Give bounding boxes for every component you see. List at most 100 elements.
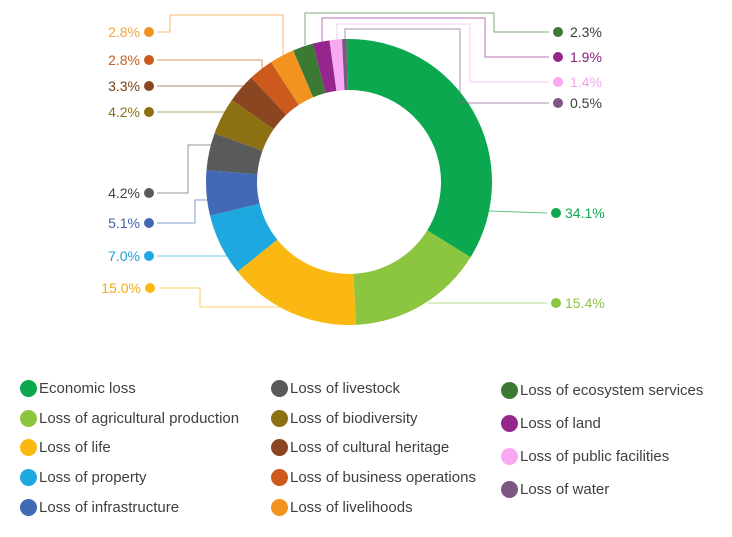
- legend-item-loss-of-livelihoods: Loss of livelihoods: [271, 492, 476, 522]
- callout-dot-loss-of-livestock: [144, 188, 154, 198]
- legend-column-2: Loss of livestock Loss of biodiversity Los…: [271, 374, 476, 522]
- leader-line-loss-of-public-facilities: [336, 23, 549, 83]
- leader-line-economic-loss: [488, 210, 548, 214]
- legend-label-economic-loss: Economic loss: [39, 380, 136, 398]
- donut-slice-loss-of-business-operations: [251, 62, 299, 115]
- callout-label-loss-of-business-operations: 2.8%: [108, 52, 140, 68]
- legend-label-loss-of-livelihoods: Loss of livelihoods: [290, 498, 413, 516]
- legend-column-1: Economic loss Loss of agricultural produc…: [20, 374, 239, 522]
- callout-dot-loss-of-property: [144, 251, 154, 261]
- legend-item-loss-of-cultural-heritage: Loss of cultural heritage: [271, 433, 476, 463]
- callout-dot-loss-of-cultural-heritage: [144, 81, 154, 91]
- legend-item-loss-of-property: Loss of property: [20, 463, 239, 493]
- callout-label-loss-of-agricultural-production: 15.4%: [565, 295, 605, 311]
- legend-swatch-loss-of-ecosystem-services: [501, 382, 518, 399]
- legend-label-loss-of-life: Loss of life: [39, 439, 111, 457]
- legend-item-loss-of-life: Loss of life: [20, 433, 239, 463]
- callout-label-loss-of-public-facilities: 1.4%: [570, 74, 602, 90]
- legend-item-loss-of-ecosystem-services: Loss of ecosystem services: [501, 374, 703, 407]
- legend-label-loss-of-biodiversity: Loss of biodiversity: [290, 409, 418, 427]
- legend-swatch-loss-of-business-operations: [271, 469, 288, 487]
- callout-dot-loss-of-business-operations: [144, 55, 154, 65]
- legend-label-loss-of-land: Loss of land: [520, 415, 601, 432]
- legend-swatch-loss-of-agricultural-production: [20, 409, 37, 427]
- callout-label-loss-of-land: 1.9%: [570, 49, 602, 65]
- legend-item-economic-loss: Economic loss: [20, 374, 239, 404]
- legend-swatch-loss-of-livelihoods: [271, 498, 288, 516]
- legend-swatch-loss-of-land: [501, 415, 518, 432]
- callout-label-loss-of-property: 7.0%: [108, 248, 140, 264]
- callout-dot-loss-of-land: [553, 52, 563, 62]
- legend-label-loss-of-business-operations: Loss of business operations: [290, 469, 476, 487]
- legend-swatch-loss-of-biodiversity: [271, 409, 288, 427]
- callout-dot-loss-of-biodiversity: [144, 107, 154, 117]
- legend-swatch-loss-of-life: [20, 439, 37, 457]
- legend-swatch-economic-loss: [20, 380, 37, 398]
- callout-label-loss-of-water: 0.5%: [570, 95, 602, 111]
- legend-label-loss-of-ecosystem-services: Loss of ecosystem services: [520, 382, 704, 399]
- donut-slice-loss-of-agricultural-production: [353, 230, 471, 325]
- callout-dot-loss-of-infrastructure: [144, 218, 154, 228]
- callout-dot-loss-of-ecosystem-services: [553, 27, 563, 37]
- leader-line-loss-of-livestock: [157, 144, 214, 194]
- legend-label-loss-of-infrastructure: Loss of infrastructure: [39, 498, 180, 516]
- legend-swatch-loss-of-cultural-heritage: [271, 439, 288, 457]
- callout-dot-loss-of-water: [553, 98, 563, 108]
- leader-line-loss-of-life: [159, 287, 310, 308]
- chart-legend: Economic loss Loss of agricultural produc…: [0, 374, 732, 537]
- legend-item-loss-of-land: Loss of land: [501, 407, 703, 440]
- legend-label-loss-of-livestock: Loss of livestock: [290, 380, 401, 398]
- legend-swatch-loss-of-livestock: [271, 380, 288, 398]
- legend-label-loss-of-water: Loss of water: [520, 481, 610, 498]
- legend-label-loss-of-public-facilities: Loss of public facilities: [520, 448, 670, 465]
- donut-slice-loss-of-infrastructure: [205, 170, 260, 216]
- callout-dot-loss-of-livelihoods: [144, 27, 154, 37]
- callout-label-economic-loss: 34.1%: [565, 205, 605, 221]
- legend-swatch-loss-of-property: [20, 469, 37, 487]
- legend-label-loss-of-property: Loss of property: [39, 469, 147, 487]
- leader-line-loss-of-infrastructure: [157, 199, 210, 224]
- callout-label-loss-of-livestock: 4.2%: [108, 185, 140, 201]
- donut-slice-loss-of-cultural-heritage: [231, 77, 287, 130]
- donut-slice-loss-of-life: [237, 239, 356, 326]
- legend-item-loss-of-agricultural-production: Loss of agricultural production: [20, 404, 239, 434]
- callout-label-loss-of-infrastructure: 5.1%: [108, 215, 140, 231]
- legend-item-loss-of-infrastructure: Loss of infrastructure: [20, 492, 239, 522]
- legend-item-loss-of-livestock: Loss of livestock: [271, 374, 476, 404]
- legend-column-3: Loss of ecosystem services Loss of land Lo…: [501, 374, 703, 506]
- legend-item-loss-of-water: Loss of water: [501, 473, 703, 506]
- legend-label-loss-of-cultural-heritage: Loss of cultural heritage: [290, 439, 450, 457]
- callout-dot-economic-loss: [551, 208, 561, 218]
- legend-label-loss-of-agricultural-production: Loss of agricultural production: [39, 409, 240, 427]
- donut-slice-loss-of-ecosystem-services: [293, 43, 326, 98]
- callout-label-loss-of-livelihoods: 2.8%: [108, 24, 140, 40]
- donut-slice-loss-of-land: [312, 40, 337, 93]
- legend-swatch-loss-of-infrastructure: [20, 498, 37, 516]
- leader-line-loss-of-ecosystem-services: [304, 12, 549, 45]
- callout-dot-loss-of-life: [145, 283, 155, 293]
- legend-item-loss-of-biodiversity: Loss of biodiversity: [271, 404, 476, 434]
- donut-slice-loss-of-biodiversity: [214, 99, 274, 151]
- callout-label-loss-of-cultural-heritage: 3.3%: [108, 78, 140, 94]
- legend-item-loss-of-business-operations: Loss of business operations: [271, 463, 476, 493]
- callout-label-loss-of-life: 15.0%: [101, 280, 141, 296]
- donut-slice-loss-of-property: [210, 203, 278, 272]
- donut-slice-loss-of-public-facilities: [329, 39, 345, 91]
- donut-slice-loss-of-water: [342, 39, 348, 91]
- donut-slice-loss-of-livestock: [206, 133, 263, 175]
- leader-line-loss-of-business-operations: [157, 59, 263, 71]
- donut-chart-canvas: 34.1% 15.4% 15.0% 7.0% 5.1% 4.2% 4.2% 3.3% 2.8% 2…: [101, 12, 605, 326]
- callout-label-loss-of-ecosystem-services: 2.3%: [570, 24, 602, 40]
- leader-line-loss-of-water: [344, 28, 549, 104]
- legend-swatch-loss-of-water: [501, 481, 518, 498]
- leader-line-loss-of-land: [321, 17, 549, 58]
- legend-item-loss-of-public-facilities: Loss of public facilities: [501, 440, 703, 473]
- callout-label-loss-of-biodiversity: 4.2%: [108, 104, 140, 120]
- legend-swatch-loss-of-public-facilities: [501, 448, 518, 465]
- donut-slice-loss-of-livelihoods: [271, 50, 314, 105]
- callout-dot-loss-of-agricultural-production: [551, 298, 561, 308]
- donut-slice-economic-loss: [346, 38, 493, 258]
- callout-dot-loss-of-public-facilities: [553, 77, 563, 87]
- leader-line-loss-of-livelihoods: [157, 14, 284, 55]
